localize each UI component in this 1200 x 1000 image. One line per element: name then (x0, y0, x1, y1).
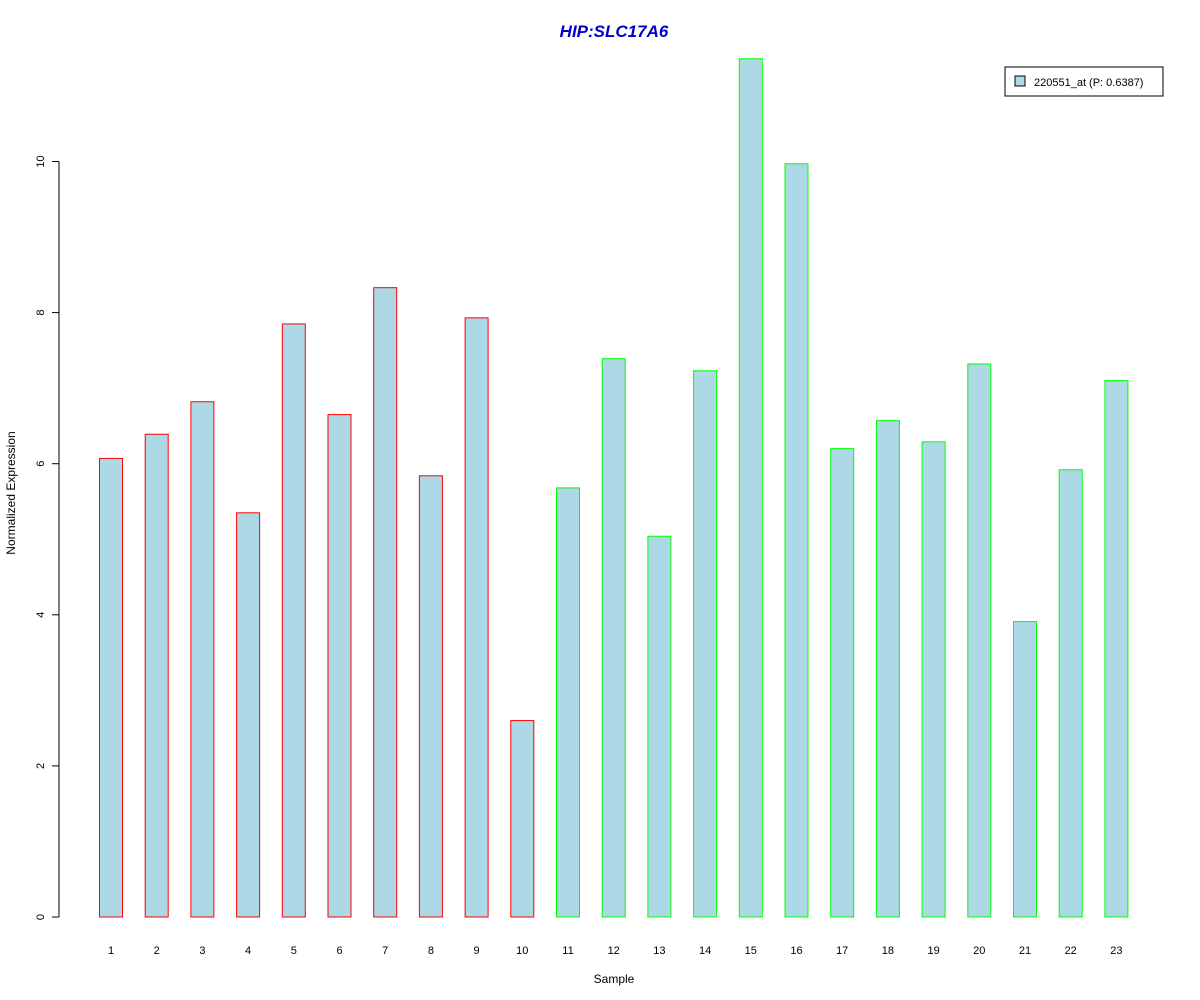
y-tick-label: 8 (35, 310, 47, 316)
x-tick-label: 9 (474, 945, 480, 957)
x-tick-label: 10 (516, 945, 528, 957)
chart-title: HIP:SLC17A6 (560, 22, 669, 41)
x-tick-label: 18 (882, 945, 894, 957)
bar-sample-19 (921, 441, 946, 918)
bar-sample-20 (967, 363, 992, 918)
y-tick-label: 0 (35, 914, 47, 920)
y-tick-label: 4 (35, 612, 47, 618)
x-tick-label: 21 (1019, 945, 1031, 957)
x-tick-labels: 1 2 3 4 5 6 7 8 9 10 11 12 13 14 15 16 17 18 19 20 21 22 23 (108, 945, 1123, 957)
y-axis-label: Normalized Expression (4, 431, 18, 554)
x-tick-label: 16 (790, 945, 802, 957)
x-tick-label: 22 (1065, 945, 1077, 957)
x-tick-label: 5 (291, 945, 297, 957)
bar-sample-14 (693, 370, 718, 918)
bar-sample-13 (647, 535, 672, 918)
legend-box (1004, 66, 1164, 97)
x-tick-label: 3 (199, 945, 205, 957)
bar-sample-23 (1104, 380, 1129, 918)
y-tick-label: 10 (35, 155, 47, 167)
bar-sample-8 (418, 475, 443, 918)
bar-sample-17 (830, 448, 855, 918)
x-tick-label: 14 (699, 945, 711, 957)
x-tick-label: 23 (1110, 945, 1122, 957)
bars-group (99, 58, 1129, 918)
bar-sample-9 (464, 317, 489, 918)
x-tick-label: 2 (154, 945, 160, 957)
x-tick-label: 7 (382, 945, 388, 957)
x-tick-label: 11 (562, 945, 573, 957)
x-tick-label: 4 (245, 945, 251, 957)
x-tick-label: 17 (836, 945, 848, 957)
x-tick-label: 6 (336, 945, 342, 957)
bar-sample-5 (281, 323, 306, 918)
x-tick-label: 20 (973, 945, 985, 957)
x-tick-label: 1 (108, 945, 114, 957)
x-tick-label: 13 (653, 945, 665, 957)
x-tick-label: 8 (428, 945, 434, 957)
bar-sample-4 (236, 512, 261, 918)
bar-sample-6 (327, 414, 352, 918)
bar-sample-10 (510, 720, 535, 918)
bar-sample-21 (1013, 621, 1037, 918)
y-axis: 0 2 4 6 8 10 (35, 155, 60, 920)
bar-sample-12 (601, 358, 626, 918)
legend-swatch (1014, 75, 1026, 87)
y-tick-label: 6 (35, 461, 47, 467)
bar-sample-1 (99, 457, 123, 918)
x-axis-label: Sample (594, 972, 635, 986)
bar-sample-3 (190, 401, 215, 918)
bar-sample-11 (556, 487, 580, 918)
y-tick-label: 2 (35, 763, 47, 769)
bar-sample-15 (738, 58, 763, 918)
x-tick-label: 12 (608, 945, 620, 957)
legend-label: 220551_at (P: 0.6387) (1034, 77, 1143, 89)
bar-sample-16 (784, 163, 809, 918)
bar-sample-7 (373, 287, 398, 918)
bar-sample-2 (144, 433, 169, 918)
x-tick-label: 15 (745, 945, 757, 957)
bar-sample-22 (1058, 469, 1083, 918)
bar-sample-18 (875, 420, 900, 918)
legend: 220551_at (P: 0.6387) (1004, 66, 1164, 97)
x-tick-label: 19 (927, 945, 939, 957)
